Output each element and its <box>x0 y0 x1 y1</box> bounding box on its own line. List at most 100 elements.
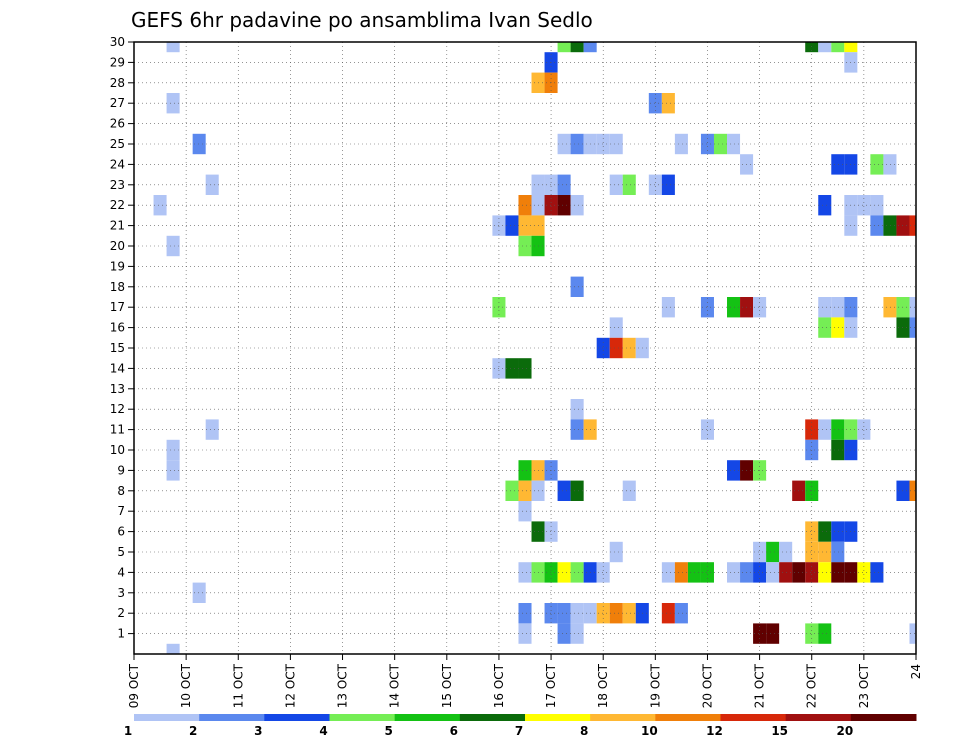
colorbar-swatch <box>329 714 396 721</box>
heatmap-cell <box>909 317 916 338</box>
heatmap-cell <box>583 42 597 53</box>
colorbar-label: 5 <box>384 724 392 738</box>
heatmap-cell <box>557 195 571 216</box>
y-tick-label: 2 <box>117 606 125 620</box>
heatmap-cell <box>700 419 714 440</box>
heatmap-cell <box>674 133 688 155</box>
colorbar-swatch <box>850 714 917 721</box>
heatmap-cell <box>870 154 884 175</box>
heatmap-cell <box>818 42 832 53</box>
heatmap-cell <box>674 603 688 624</box>
heatmap-cell <box>570 480 584 501</box>
heatmap-cell <box>818 195 832 216</box>
colorbar-swatch <box>655 714 721 721</box>
x-tick-label: 15 OCT <box>440 663 454 708</box>
y-tick-label: 17 <box>110 300 125 314</box>
colorbar-swatch <box>590 714 656 721</box>
heatmap-cell <box>622 603 636 624</box>
y-tick-label: 28 <box>110 76 125 90</box>
heatmap-cell <box>766 623 780 644</box>
heatmap-cell <box>883 215 897 236</box>
heatmap-cell <box>609 133 623 155</box>
heatmap-cell <box>596 603 610 624</box>
heatmap-cell <box>727 562 741 583</box>
x-tick-label: 13 OCT <box>336 663 350 708</box>
heatmap-cell <box>818 521 832 542</box>
colorbar-label: 3 <box>254 724 262 738</box>
heatmap-cell <box>518 460 532 481</box>
x-tick-label: 21 OCT <box>753 663 767 708</box>
heatmap-cell <box>622 174 636 195</box>
heatmap-cell <box>544 562 558 583</box>
heatmap-cell <box>883 297 897 318</box>
heatmap-cell <box>805 562 819 583</box>
heatmap-cell <box>831 521 845 542</box>
heatmap-cell <box>166 93 180 114</box>
heatmap-cell <box>166 235 180 257</box>
y-tick-label: 23 <box>110 178 125 192</box>
heatmap-cell <box>505 358 519 379</box>
heatmap-cell <box>544 195 558 216</box>
heatmap-cell <box>570 195 584 216</box>
y-tick-label: 6 <box>117 525 125 539</box>
y-tick-label: 13 <box>110 382 125 396</box>
heatmap-cell <box>831 317 845 338</box>
heatmap-cell <box>544 521 558 542</box>
heatmap-cell <box>700 562 714 583</box>
heatmap-cell <box>713 133 728 155</box>
heatmap-cell <box>609 337 623 359</box>
heatmap-cell <box>870 562 884 583</box>
heatmap-cell <box>570 133 584 155</box>
heatmap-cell <box>753 562 767 583</box>
chart-title: GEFS 6hr padavine po ansamblima Ivan Sed… <box>131 8 593 32</box>
heatmap-cell <box>831 419 845 440</box>
colorbar-label: 20 <box>836 724 853 738</box>
y-tick-label: 9 <box>117 463 125 477</box>
x-tick-label: 18 OCT <box>596 663 610 708</box>
x-tick-label: 22 OCT <box>805 663 819 708</box>
heatmap-cell <box>518 603 532 624</box>
heatmap-cell <box>661 93 675 114</box>
heatmap-cell <box>818 419 832 440</box>
heatmap-cell <box>661 562 675 583</box>
heatmap-cell <box>596 562 610 583</box>
colorbar-swatch <box>720 714 787 721</box>
heatmap-cell <box>609 174 623 195</box>
heatmap-cell <box>570 42 584 53</box>
heatmap-cell <box>570 399 584 420</box>
y-tick-label: 12 <box>110 402 125 416</box>
colorbar-swatch <box>199 714 265 721</box>
heatmap-cell <box>818 317 832 338</box>
colorbar-label: 8 <box>580 724 588 738</box>
heatmap-cell <box>518 501 532 522</box>
heatmap-cell <box>857 419 871 440</box>
heatmap-cell <box>870 195 884 216</box>
y-tick-label: 4 <box>117 565 125 579</box>
y-tick-label: 8 <box>117 484 125 498</box>
heatmap-cell <box>909 297 916 318</box>
heatmap-cell <box>805 521 819 542</box>
heatmap-cell <box>570 603 584 624</box>
x-tick-label: 10 OCT <box>179 663 193 708</box>
heatmap-cell <box>727 133 741 155</box>
heatmap-cell <box>570 419 584 440</box>
y-tick-label: 1 <box>117 627 125 641</box>
heatmap-cell <box>518 215 532 236</box>
heatmap-cell <box>779 541 793 563</box>
heatmap-cell <box>883 154 897 175</box>
heatmap-cell <box>153 195 167 216</box>
heatmap-cell <box>518 195 532 216</box>
y-tick-label: 22 <box>110 198 125 212</box>
colorbar-swatch <box>525 714 591 721</box>
y-tick-label: 24 <box>110 157 125 171</box>
heatmap-cell <box>805 623 819 644</box>
heatmap-cell <box>557 133 571 155</box>
heatmap-cell <box>727 460 741 481</box>
x-axis-ticks: 09 OCT 10 OCT 11 OCT 12 OCT 13 OCT 14 OCT 15 O… <box>127 654 923 708</box>
heatmap-cell <box>505 480 519 501</box>
heatmap-cell <box>700 297 714 318</box>
heatmap-cell <box>818 297 832 318</box>
x-tick-label: 19 OCT <box>648 663 662 708</box>
colorbar-label: 6 <box>450 724 458 738</box>
x-tick-label: 23 OCT <box>857 663 871 708</box>
